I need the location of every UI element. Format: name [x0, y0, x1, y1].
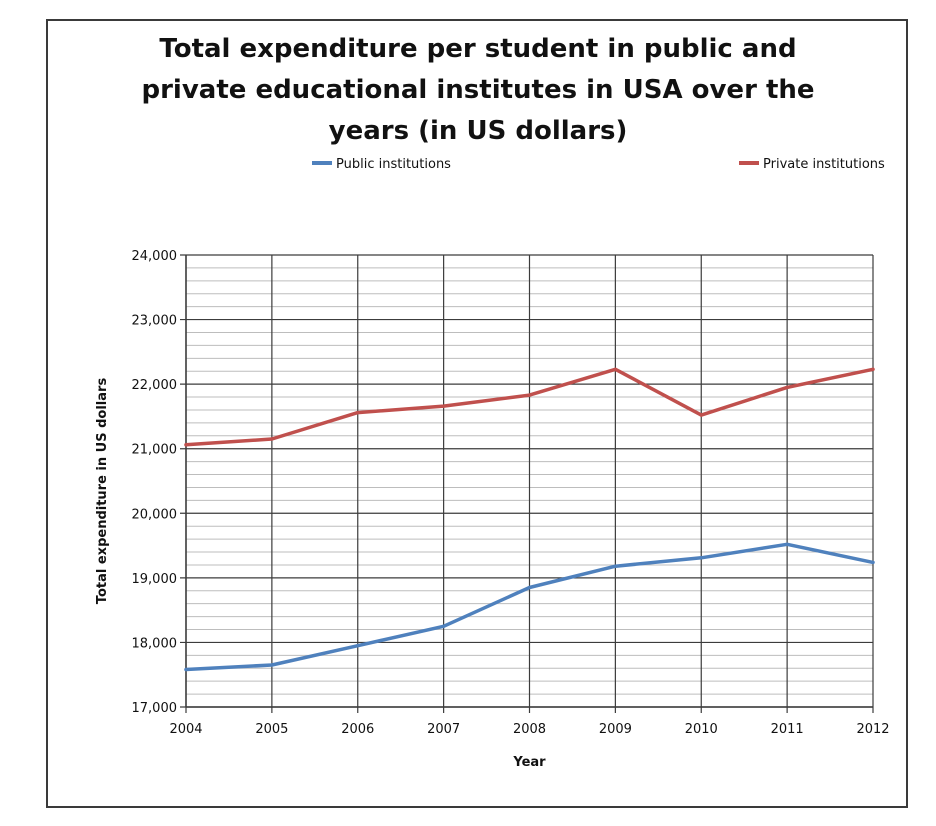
x-tick-label: 2007	[427, 722, 460, 737]
legend-label-1: Public institutions	[336, 157, 451, 172]
data-point	[270, 663, 274, 667]
legend-label-2: Private institutions	[763, 157, 885, 172]
y-tick-label: 23,000	[132, 314, 178, 329]
data-point	[184, 443, 188, 447]
x-tick-label: 2004	[169, 722, 202, 737]
chart-title-line-1: Total expenditure per student in public …	[159, 34, 797, 64]
data-point	[785, 542, 789, 546]
y-tick-label: 20,000	[132, 507, 178, 522]
data-point	[442, 404, 446, 408]
x-tick-label: 2012	[856, 722, 889, 737]
x-tick-label: 2009	[599, 722, 632, 737]
data-point	[699, 556, 703, 560]
y-tick-label: 18,000	[132, 636, 178, 651]
x-tick-label: 2011	[771, 722, 804, 737]
data-point	[356, 644, 360, 648]
x-axis-title: Year	[512, 755, 546, 770]
x-tick-label: 2005	[255, 722, 288, 737]
x-tick-label: 2010	[685, 722, 718, 737]
data-point	[613, 564, 617, 568]
y-tick-label: 21,000	[132, 443, 178, 458]
chart-title-line-2: private educational institutes in USA ov…	[141, 75, 815, 105]
x-tick-label: 2008	[513, 722, 546, 737]
data-point	[270, 437, 274, 441]
y-tick-label: 19,000	[132, 572, 178, 587]
data-point	[527, 393, 532, 397]
data-point	[356, 410, 360, 415]
data-point	[871, 560, 875, 564]
x-tick-label: 2006	[341, 722, 374, 737]
chart-title: Total expenditure per student in public …	[48, 29, 908, 152]
data-point	[785, 385, 789, 389]
data-point	[699, 413, 703, 417]
y-tick-label: 24,000	[132, 249, 178, 264]
y-axis-title: Total expenditure in US dollars	[95, 378, 110, 605]
data-point	[184, 667, 188, 672]
data-point	[442, 624, 446, 628]
y-tick-label: 22,000	[132, 378, 178, 393]
y-tick-label: 17,000	[132, 701, 178, 716]
chart-frame: Total expenditure per student in public …	[46, 19, 908, 808]
data-point	[871, 367, 875, 371]
data-point	[527, 585, 532, 590]
chart-title-line-3: years (in US dollars)	[328, 116, 628, 146]
data-point	[613, 367, 617, 371]
